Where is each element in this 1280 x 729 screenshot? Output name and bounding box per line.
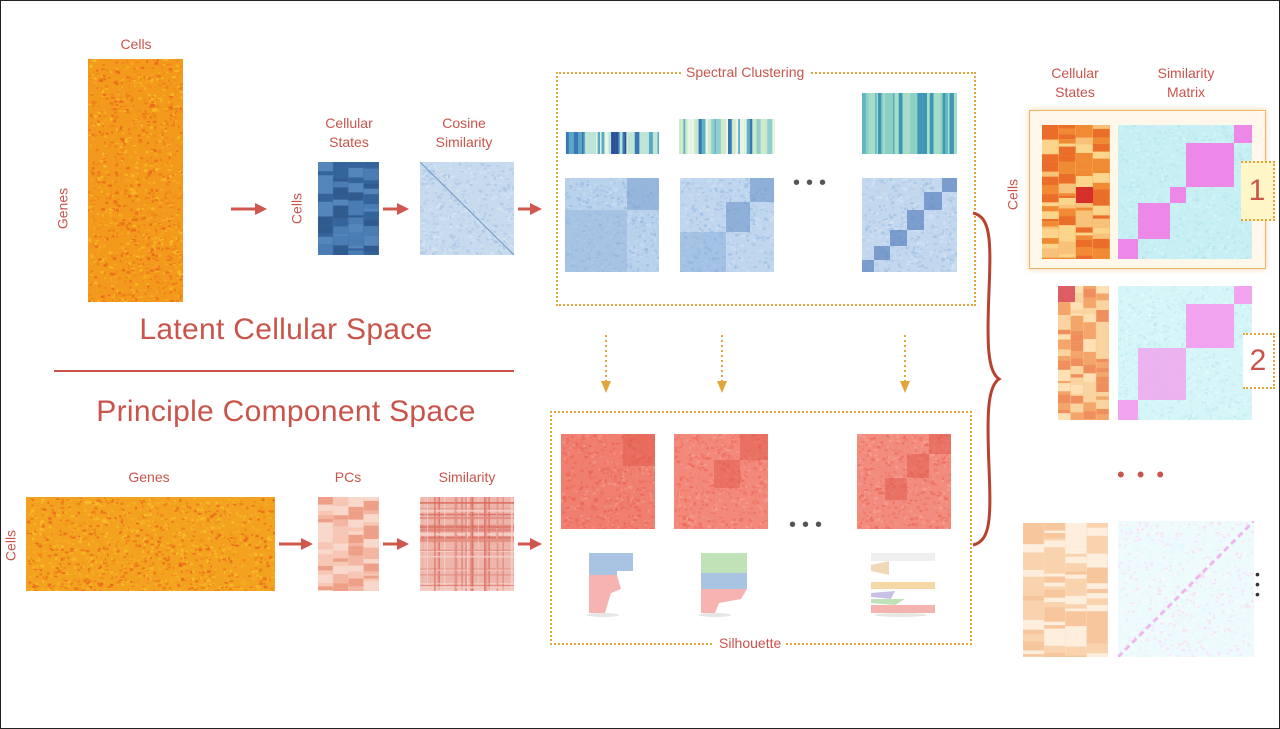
section-divider (54, 370, 514, 372)
similarity-matrix-rank-1 (1118, 125, 1252, 259)
clustered-similarity-kn (862, 178, 957, 272)
dotted-arrow-down-3 (900, 335, 910, 393)
ellipsis-bottom: ••• (789, 514, 829, 536)
genes-label-bottom: Genes (128, 469, 170, 485)
pca-expression-heatmap (26, 497, 275, 591)
cells-label-top: Cells (120, 36, 152, 52)
pca-clustered-kn (857, 434, 951, 529)
arrow-right-3 (518, 203, 542, 215)
cells-label-vertical-top: Cells (288, 192, 305, 225)
dotted-arrow-down-1 (601, 335, 611, 393)
arrow-right-1 (231, 203, 267, 215)
principle-component-space-title: Principle Component Space (96, 395, 476, 428)
silhouette-title: Silhouette (714, 635, 787, 651)
cellular-states-matrix (318, 162, 379, 255)
cellular-states-rank-n (1023, 523, 1108, 657)
cellular-states-label-right: Cellular States (1051, 65, 1099, 100)
silhouette-plot-3 (871, 553, 935, 617)
pca-similarity-matrix (420, 497, 514, 591)
ellipsis-vertical: • • • (1255, 566, 1260, 602)
pcs-label: PCs (334, 469, 362, 485)
gene-expression-heatmap (88, 59, 183, 302)
cluster-assignment-strip-2 (679, 119, 775, 154)
rank-2-badge: 2 (1243, 333, 1275, 389)
curly-brace (972, 211, 1002, 547)
pca-clustered-k3 (674, 434, 768, 529)
cluster-assignment-strip-3 (862, 93, 957, 154)
silhouette-plot-1 (587, 553, 633, 617)
clustered-similarity-k2 (565, 178, 659, 272)
cells-label-vertical-bottom: Cells (2, 529, 19, 562)
ellipsis-top: ••• (793, 172, 833, 194)
latent-cellular-space-title: Latent Cellular Space (139, 313, 433, 346)
genes-label-vertical: Genes (54, 187, 71, 230)
clustered-similarity-k3 (680, 178, 774, 272)
arrow-right-4 (279, 538, 313, 550)
cellular-states-rank-2 (1058, 286, 1109, 420)
pcs-matrix (318, 497, 379, 591)
pca-clustered-k2 (561, 434, 655, 529)
ellipsis-ranking: ••• (1117, 462, 1177, 487)
similarity-label: Similarity (438, 469, 496, 485)
cosine-similarity-label: Cosine Similarity (435, 115, 493, 150)
silhouette-plot-2 (699, 553, 747, 617)
dotted-arrow-down-2 (717, 335, 727, 393)
similarity-matrix-rank-n (1118, 521, 1254, 657)
cells-label-vertical-right: Cells (1004, 178, 1021, 211)
rank-1-badge: 1 (1241, 161, 1275, 221)
cellular-states-rank-1 (1042, 125, 1110, 259)
similarity-matrix-label: Similarity Matrix (1157, 65, 1215, 100)
arrow-right-5 (383, 538, 409, 550)
arrow-right-6 (518, 538, 542, 550)
cluster-assignment-strip-1 (565, 132, 659, 154)
arrow-right-2 (383, 203, 409, 215)
cosine-similarity-matrix (420, 162, 514, 255)
similarity-matrix-rank-2 (1118, 286, 1252, 420)
cellular-states-label: Cellular States (325, 115, 373, 150)
spectral-clustering-title: Spectral Clustering (681, 64, 810, 80)
